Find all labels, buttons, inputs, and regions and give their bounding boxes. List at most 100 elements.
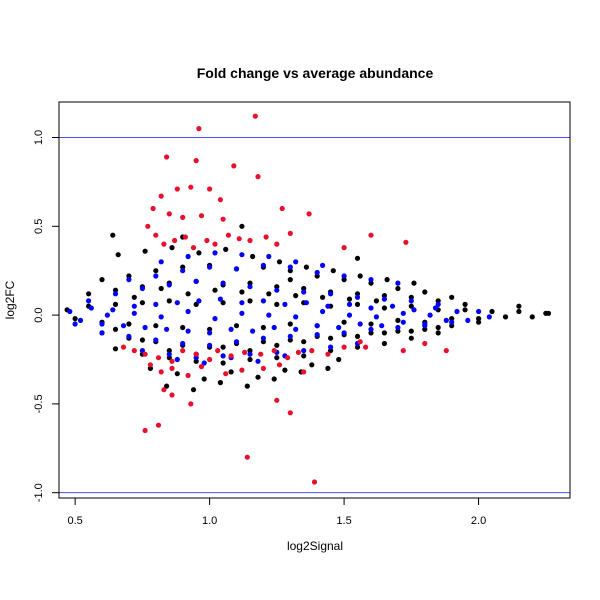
data-point [411,280,417,286]
data-point [529,314,535,320]
data-point [112,326,119,332]
data-point [449,316,455,322]
data-point [153,232,159,238]
data-point [185,291,191,297]
data-point [185,328,191,334]
data-point [395,328,401,334]
data-point [247,280,253,286]
data-point [325,351,331,357]
data-point [220,344,226,350]
data-point [408,298,414,304]
data-point [212,241,218,247]
data-point [384,277,390,283]
data-point [166,211,172,217]
data-point [182,234,188,240]
data-point [408,335,414,341]
data-point [207,330,213,336]
data-point [110,307,116,313]
data-point [142,427,148,434]
data-point [389,303,396,309]
data-point [145,223,151,229]
data-point [276,259,283,265]
data-point [153,273,159,279]
data-point [188,401,194,407]
data-point [255,358,261,364]
data-point [328,291,334,297]
data-point [120,323,127,329]
data-point [258,351,264,357]
data-point [239,300,245,306]
data-point [341,277,347,283]
data-point [174,371,180,377]
data-point [153,268,159,274]
data-point [174,356,180,363]
data-point [301,348,307,354]
data-point [271,348,277,354]
data-point [400,348,406,354]
data-point [158,314,164,320]
data-point [169,392,175,398]
data-point [427,312,433,318]
data-point [185,372,191,379]
data-point [161,241,167,247]
data-point [223,246,229,252]
data-point [220,216,226,222]
data-point [112,346,119,352]
data-point [147,362,153,368]
data-point [239,223,245,229]
data-point [354,255,361,261]
data-point [303,300,309,306]
data-point [266,312,272,318]
data-point [395,285,401,292]
data-point [88,305,94,311]
data-point [357,339,363,345]
data-point [220,280,226,286]
data-point [142,248,148,254]
data-point [164,154,170,160]
data-point [201,360,207,366]
data-point [274,397,280,403]
data-point [381,305,387,311]
data-point [196,298,202,304]
data-point [247,351,253,357]
data-point [255,174,261,180]
data-point [462,301,468,307]
x-tick-label: 2.0 [471,515,486,527]
data-point [150,205,156,212]
data-point [408,328,414,334]
data-point [462,307,468,313]
data-point [379,323,385,329]
data-point [180,324,186,331]
data-point [279,205,285,212]
data-point [516,303,522,309]
data-point [174,300,180,306]
data-point [180,348,186,354]
data-point [104,312,110,318]
data-point [395,317,401,323]
data-point [346,296,353,302]
data-point [207,326,213,332]
data-point [120,344,127,350]
data-point [266,253,272,260]
data-point [449,294,455,300]
data-point [185,308,191,315]
data-point [164,326,170,332]
data-point [231,163,237,169]
data-point [126,333,132,339]
data-point [354,301,361,307]
data-point [282,367,288,373]
data-point [363,344,369,350]
data-point [408,303,414,309]
data-point [193,158,199,164]
data-point [320,308,326,315]
data-point [381,330,387,336]
data-point [287,268,293,274]
data-point [161,387,167,393]
data-point [285,355,291,361]
data-point [336,324,342,331]
data-point [155,355,162,361]
data-point [274,241,280,247]
data-point [139,300,145,306]
data-point [449,319,455,325]
data-point [164,383,170,389]
